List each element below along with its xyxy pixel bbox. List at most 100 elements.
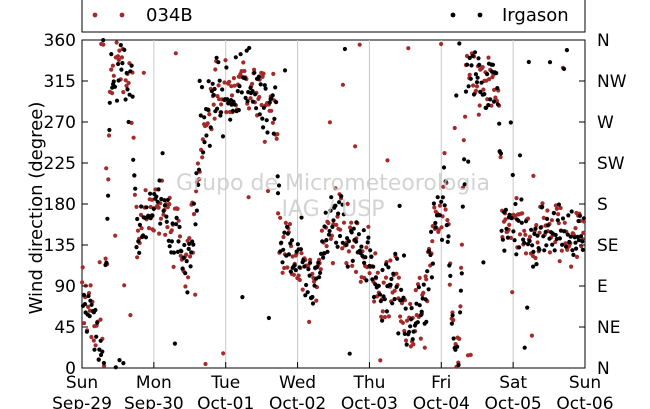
data-point (457, 41, 462, 46)
data-point (113, 365, 118, 370)
data-point (421, 290, 426, 295)
data-point (282, 265, 287, 271)
data-point (259, 102, 264, 108)
data-point (275, 132, 280, 137)
data-point (302, 264, 307, 269)
data-point (122, 283, 127, 288)
data-point (514, 252, 519, 257)
data-point (172, 341, 177, 346)
data-point (451, 318, 456, 323)
data-point (351, 226, 356, 231)
data-point (170, 221, 175, 226)
x-tick-day: Sat (499, 373, 527, 393)
y-tick-label: 360 (44, 31, 76, 51)
data-point (447, 282, 452, 287)
data-point (135, 216, 140, 222)
data-point (176, 239, 181, 244)
data-point (298, 247, 303, 252)
data-point (442, 203, 447, 208)
data-point (333, 203, 338, 208)
data-point (488, 97, 493, 102)
data-point (119, 55, 124, 60)
data-point (194, 208, 199, 213)
data-point (174, 215, 179, 220)
data-point (328, 236, 333, 241)
data-point (340, 202, 345, 207)
data-point (146, 226, 152, 231)
data-point (123, 78, 128, 83)
data-point (270, 120, 275, 125)
y-tick-label: 45 (54, 318, 76, 338)
data-point (347, 351, 352, 356)
data-point (135, 255, 140, 260)
data-point (238, 52, 243, 57)
data-point (132, 173, 137, 178)
x-tick-day: Wed (279, 373, 316, 393)
data-point (281, 234, 286, 240)
data-point (435, 195, 440, 200)
data-point (182, 242, 187, 248)
data-point (383, 275, 389, 280)
data-point (566, 213, 571, 218)
data-point (471, 92, 477, 97)
data-point (184, 259, 189, 264)
data-point (300, 287, 305, 292)
data-point (466, 159, 471, 164)
data-point (183, 284, 188, 289)
data-point (507, 222, 512, 227)
data-point (570, 248, 575, 253)
data-point (444, 223, 449, 228)
data-point (522, 345, 527, 350)
data-point (227, 79, 232, 84)
data-point (419, 309, 424, 314)
data-point (379, 314, 384, 319)
data-point (534, 262, 539, 267)
data-point (148, 191, 153, 196)
data-point (523, 232, 528, 237)
data-point (573, 226, 578, 231)
data-point (297, 277, 302, 283)
data-point (250, 89, 255, 94)
data-point (426, 249, 432, 254)
data-point (115, 54, 121, 59)
legend-marker-034b (119, 12, 125, 18)
data-point (260, 116, 265, 121)
data-point (537, 247, 542, 252)
data-point (402, 331, 407, 336)
data-point (104, 166, 109, 171)
data-point (445, 239, 450, 244)
data-point (486, 55, 491, 60)
data-point (156, 205, 161, 210)
data-point (325, 249, 330, 254)
data-point (498, 155, 503, 160)
data-point (398, 314, 403, 319)
data-point (541, 215, 546, 220)
data-point (283, 220, 288, 225)
data-point (109, 67, 114, 72)
data-point (408, 317, 414, 322)
data-point (131, 157, 136, 162)
data-point (394, 271, 399, 276)
data-point (529, 227, 534, 232)
data-point (202, 140, 207, 145)
data-point (529, 333, 535, 338)
data-point (327, 120, 332, 125)
data-point (479, 80, 484, 85)
data-point (367, 263, 372, 269)
data-point (127, 92, 132, 97)
data-point (248, 96, 253, 101)
data-point (517, 245, 522, 250)
data-point (477, 103, 482, 108)
data-point (574, 254, 580, 259)
data-point (219, 102, 224, 107)
data-point (288, 269, 293, 274)
data-point (224, 110, 229, 115)
data-point (194, 171, 199, 176)
data-point (448, 273, 453, 278)
data-point (116, 78, 121, 83)
data-point (114, 40, 119, 45)
data-point (577, 213, 583, 218)
data-point (555, 218, 560, 223)
data-point (322, 251, 327, 256)
